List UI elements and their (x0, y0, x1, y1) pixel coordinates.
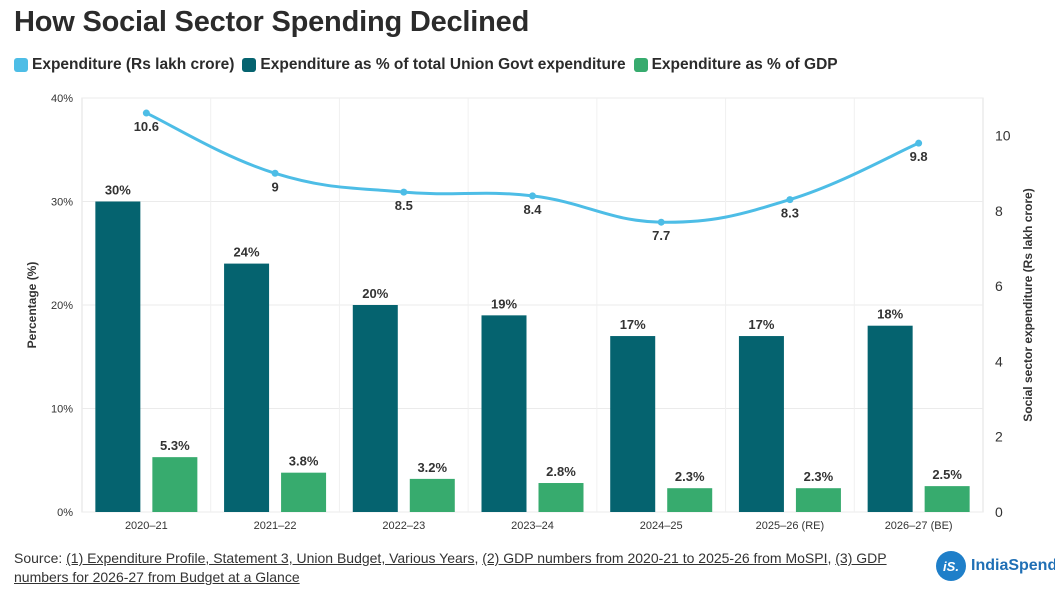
bar-label-pct-union: 19% (491, 296, 517, 311)
right-axis-title: Social sector expenditure (Rs lakh crore… (1021, 188, 1035, 421)
bar-pct-union (481, 315, 527, 512)
left-tick-label: 30% (51, 197, 73, 209)
line-label-expenditure: 8.3 (781, 206, 799, 221)
line-label-expenditure: 9.8 (910, 149, 928, 164)
left-tick-label: 40% (51, 93, 73, 105)
bar-pct-union (610, 336, 656, 512)
bar-label-pct-union: 20% (362, 286, 388, 301)
bar-pct-gdp (409, 478, 455, 512)
bar-label-pct-gdp: 3.2% (417, 460, 447, 475)
bar-label-pct-union: 30% (105, 183, 131, 198)
line-label-expenditure: 9 (271, 179, 278, 194)
legend-item-pct-gdp: Expenditure as % of GDP (633, 56, 838, 74)
source-link-3[interactable]: (3) GDP numbers for 2026-27 from Budget … (14, 550, 887, 585)
bar-label-pct-union: 24% (234, 245, 260, 260)
bar-label-pct-union: 17% (620, 317, 646, 332)
brand-name: IndiaSpend (971, 557, 1055, 574)
bar-pct-gdp (924, 486, 970, 512)
bar-label-pct-gdp: 2.5% (932, 467, 962, 482)
x-tick-label: 2020–21 (125, 520, 168, 532)
line-label-expenditure: 7.7 (652, 228, 670, 243)
bar-label-pct-gdp: 2.3% (804, 469, 834, 484)
legend-item-expenditure: Expenditure (Rs lakh crore) (14, 56, 234, 74)
x-tick-label: 2021–22 (254, 520, 297, 532)
legend-label-pct-gdp: Expenditure as % of GDP (651, 56, 838, 73)
legend-item-pct-union: Expenditure as % of total Union Govt exp… (242, 56, 626, 74)
bar-pct-gdp (667, 488, 713, 512)
line-label-expenditure: 10.6 (134, 119, 159, 134)
left-tick-label: 10% (51, 404, 73, 416)
chart-legend: Expenditure (Rs lakh crore) Expenditure … (14, 56, 846, 74)
bar-pct-gdp (795, 488, 841, 512)
right-tick-label: 0 (995, 504, 1003, 520)
left-tick-label: 20% (51, 300, 73, 312)
right-tick-label: 4 (995, 353, 1003, 369)
line-point-expenditure (786, 196, 794, 204)
bar-label-pct-gdp: 2.3% (675, 469, 705, 484)
bar-pct-gdp (281, 472, 327, 512)
right-tick-label: 2 (995, 429, 1003, 445)
line-point-expenditure (657, 218, 665, 226)
x-tick-label: 2025–26 (RE) (756, 520, 825, 532)
bar-pct-union (738, 336, 784, 512)
legend-swatch-pct-gdp (633, 58, 648, 72)
bar-pct-union (867, 325, 913, 512)
right-tick-label: 8 (995, 203, 1003, 219)
source-prefix: Source: (14, 550, 67, 566)
x-tick-label: 2022–23 (382, 520, 425, 532)
legend-label-pct-union: Expenditure as % of total Union Govt exp… (260, 56, 626, 73)
line-point-expenditure (915, 139, 923, 147)
right-tick-label: 6 (995, 278, 1003, 294)
left-axis-title: Percentage (%) (25, 262, 39, 349)
line-point-expenditure (271, 169, 279, 177)
combo-chart: 0% 10% 20% 30% 40% 0 2 4 6 8 10 Percentage (%) Socia… (25, 93, 1035, 532)
bar-pct-gdp (152, 457, 198, 512)
bar-label-pct-gdp: 5.3% (160, 438, 190, 453)
line-point-expenditure (142, 109, 150, 117)
x-tick-label: 2024–25 (640, 520, 683, 532)
x-tick-label: 2023–24 (511, 520, 554, 532)
left-tick-label: 0% (57, 507, 73, 519)
bar-pct-union (224, 263, 270, 512)
source-sep-1: , (474, 550, 483, 566)
bar-label-pct-gdp: 3.8% (289, 454, 319, 469)
line-label-expenditure: 8.5 (395, 198, 413, 213)
x-tick-label: 2026–27 (BE) (885, 520, 953, 532)
legend-swatch-expenditure (14, 58, 28, 72)
bar-label-pct-union: 18% (877, 307, 903, 322)
source-note: Source: (1) Expenditure Profile, Stateme… (14, 549, 914, 587)
source-sep-2: , (827, 550, 836, 566)
legend-label-expenditure: Expenditure (Rs lakh crore) (32, 56, 235, 73)
source-link-1[interactable]: (1) Expenditure Profile, Statement 3, Un… (66, 550, 475, 566)
bar-pct-union (352, 305, 398, 512)
line-point-expenditure (400, 188, 408, 196)
bar-pct-gdp (538, 483, 584, 512)
right-tick-label: 10 (995, 128, 1011, 144)
source-link-2[interactable]: (2) GDP numbers from 2020-21 to 2025-26 … (482, 550, 828, 566)
brand[interactable]: iS. IndiaSpend (936, 551, 1055, 581)
bar-label-pct-union: 17% (748, 317, 774, 332)
bar-pct-union (95, 201, 141, 512)
legend-swatch-pct-union (242, 58, 257, 72)
chart-title: How Social Sector Spending Declined (14, 6, 530, 38)
bar-label-pct-gdp: 2.8% (546, 464, 576, 479)
line-label-expenditure: 8.4 (523, 202, 542, 217)
line-point-expenditure (529, 192, 536, 200)
indiaspend-logo-icon: iS. (936, 551, 966, 581)
